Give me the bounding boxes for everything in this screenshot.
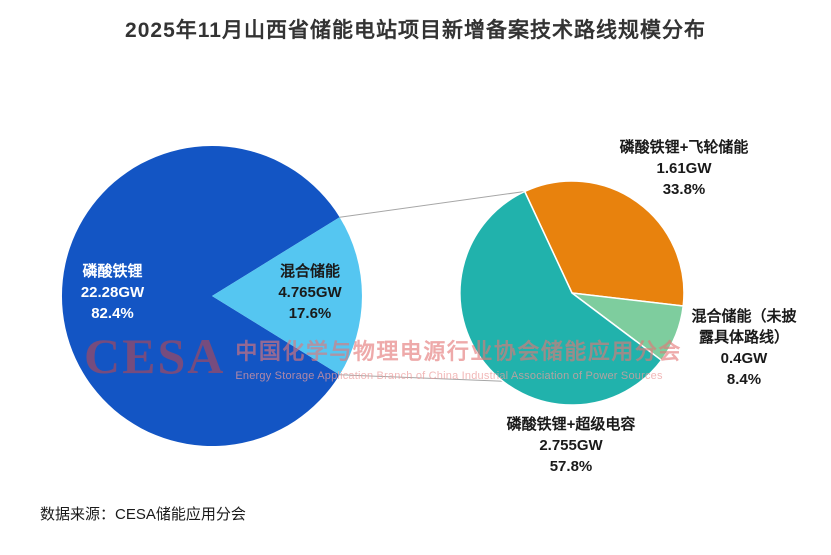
- slice-percent: 82.4%: [91, 305, 134, 322]
- slice-value: 22.28GW: [80, 284, 145, 301]
- slice-name-line1: 混合储能（未披: [691, 308, 797, 325]
- secondary-slice-label-flywheel: 磷酸铁锂+飞轮储能 1.61GW 33.8%: [598, 137, 770, 200]
- slice-name: 磷酸铁锂: [82, 263, 143, 280]
- slice-name: 混合储能: [279, 263, 340, 280]
- slice-percent: 57.8%: [549, 458, 593, 475]
- main-pie-slice-hybrid: [212, 217, 362, 375]
- secondary-slice-label-supercap: 磷酸铁锂+超级电容 2.755GW 57.8%: [486, 414, 656, 477]
- secondary-pie-slice-0: [523, 180, 685, 307]
- slice-value: 2.755GW: [539, 437, 603, 454]
- slice-name: 磷酸铁锂+超级电容: [506, 416, 636, 433]
- main-pie-slice-lfp: [61, 146, 340, 446]
- slice-value: 1.61GW: [656, 160, 712, 177]
- page-title: 2025年11月山西省储能电站项目新增备案技术路线规模分布: [125, 19, 706, 42]
- source-note: 数据来源：CESA储能应用分会: [40, 506, 246, 523]
- slice-percent: 8.4%: [726, 371, 762, 388]
- main-slice-label-hybrid: 混合储能 4.765GW 17.6%: [240, 261, 380, 324]
- secondary-pie-slice-2: [459, 190, 663, 406]
- slice-percent: 33.8%: [662, 181, 706, 198]
- slice-value: 4.765GW: [278, 284, 342, 301]
- slice-name-line2: 露具体路线）: [698, 329, 789, 346]
- secondary-slice-label-undisclosed: 混合储能（未披 露具体路线） 0.4GW 8.4%: [678, 306, 810, 390]
- main-slice-label-lfp: 磷酸铁锂 22.28GW 82.4%: [40, 261, 185, 324]
- slice-percent: 17.6%: [288, 305, 332, 322]
- slice-name: 磷酸铁锂+飞轮储能: [619, 139, 749, 156]
- connector-line-bottom: [339, 374, 504, 382]
- connector-line-top: [339, 190, 525, 218]
- slice-value: 0.4GW: [720, 350, 768, 367]
